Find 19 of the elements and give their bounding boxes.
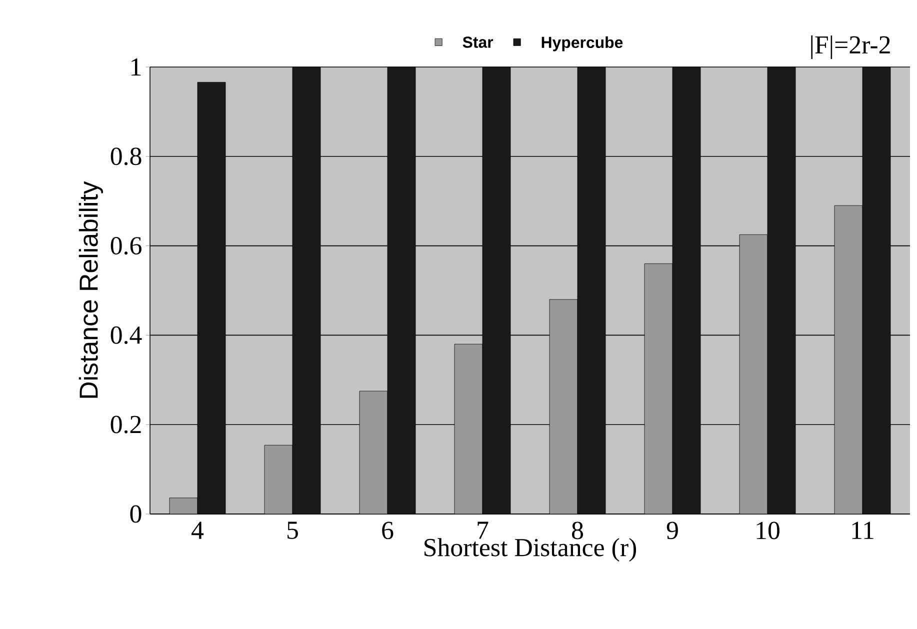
x-tick-label: 10 [756,522,780,540]
x-tick-label: 4 [192,522,204,539]
x-tick-label: 5 [288,522,298,539]
x-tick-label: 9 [666,522,678,540]
y-tick-label: 0.8 [110,148,142,166]
x-tick-label: 7 [478,522,488,539]
y-axis-title: Distance Reliability [78,181,104,398]
y-tick-label: 0.2 [110,416,141,434]
y-tick-label: 0.6 [110,236,142,255]
y-tick-label: 0.4 [110,326,142,344]
x-axis-title: Shortest Distance (r) [424,538,636,562]
x-tick-label: 8 [572,522,583,540]
text: |F|=2r-2 [811,35,890,60]
x-tick-label: 6 [382,522,394,540]
x-tick-label: 11 [852,522,874,539]
y-tick-label: 1 [132,58,141,76]
legend-label: Star [462,36,494,48]
legend-label: Hypercube [542,36,623,52]
y-tick-label: 0 [130,505,142,523]
